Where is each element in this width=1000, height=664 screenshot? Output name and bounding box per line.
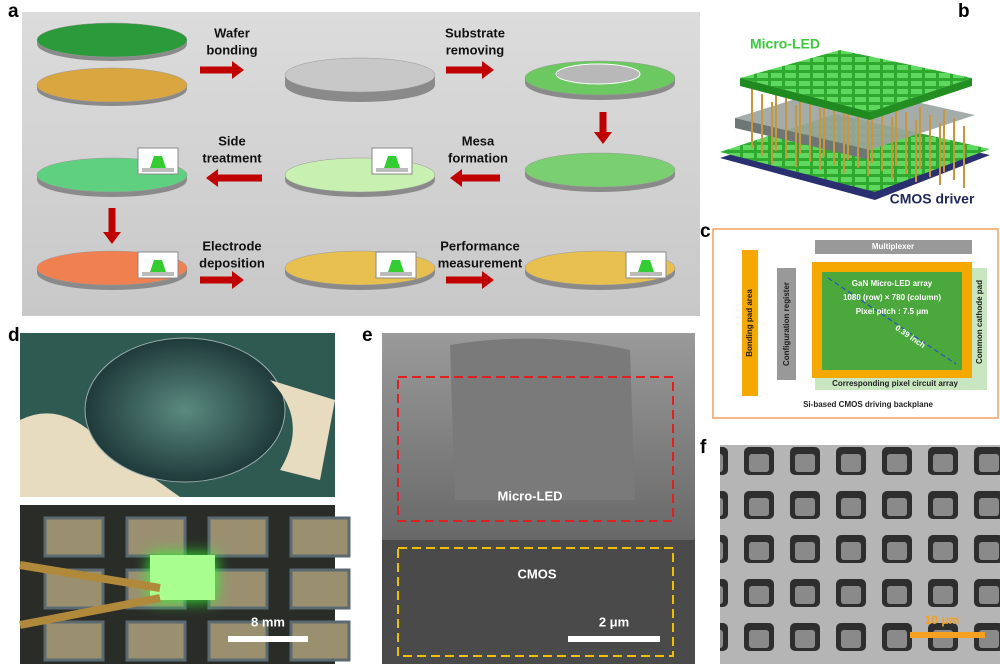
photo-hand	[270, 380, 335, 480]
sem-cmos	[382, 540, 695, 664]
scale-label: 2 μm	[599, 614, 629, 629]
step-label: Wafer	[214, 25, 250, 40]
pad	[125, 516, 187, 558]
probe	[19, 561, 161, 592]
arrow-head	[482, 61, 494, 79]
arrow-head	[594, 132, 612, 144]
step-label: deposition	[199, 255, 265, 270]
arrow-head	[206, 169, 218, 187]
pad	[207, 568, 269, 610]
step-label: formation	[448, 150, 508, 165]
block	[815, 240, 972, 254]
region-label: Micro-LED	[498, 488, 563, 503]
block-label: Common cathode pad	[975, 280, 984, 364]
inset-mesa	[388, 260, 404, 272]
panel-label: f	[700, 437, 707, 458]
region-label: CMOS	[518, 566, 557, 581]
arrow-head	[482, 271, 494, 289]
block-label: Configuration register	[782, 282, 791, 366]
wafer	[36, 22, 188, 58]
block-label: Corresponding pixel circuit array	[832, 379, 958, 388]
block	[822, 272, 962, 370]
block	[742, 250, 758, 396]
emitting-led	[150, 555, 215, 600]
photo-hand	[20, 413, 180, 497]
step-label: removing	[446, 42, 505, 57]
block-label: GaN Micro-LED array	[852, 279, 933, 288]
step-label: Mesa	[462, 133, 495, 148]
layer-label: Micro-LED	[750, 36, 820, 52]
sem-image	[720, 445, 1000, 664]
pad	[43, 516, 105, 558]
scale-bar	[568, 636, 660, 642]
step-label: Performance	[440, 238, 519, 253]
scale-bar	[910, 632, 985, 638]
block-label: Pixel pitch : 7.5 μm	[856, 307, 928, 316]
pad	[43, 620, 105, 662]
inset-base	[630, 272, 662, 276]
step-label: treatment	[202, 150, 262, 165]
step-label: Substrate	[445, 25, 505, 40]
panel-label: b	[958, 1, 970, 22]
wafer-residue	[555, 63, 641, 85]
block-label: 1080 (row) × 780 (column)	[843, 293, 941, 302]
inset-base	[142, 168, 174, 172]
arrow-head	[450, 169, 462, 187]
scale-bar	[228, 636, 308, 642]
panel-label: a	[8, 1, 19, 22]
scale-label: 8 mm	[251, 614, 285, 629]
pad	[289, 568, 351, 610]
inset-mesa	[638, 260, 654, 272]
pad	[207, 516, 269, 558]
block	[777, 268, 796, 380]
wafer	[284, 57, 436, 93]
scale-label: 10 μm	[925, 613, 960, 627]
sem-pillar	[450, 338, 635, 500]
inset-mesa	[150, 156, 166, 168]
step-label: measurement	[438, 255, 523, 270]
caption: Si-based CMOS driving backplane	[803, 400, 933, 409]
probe	[19, 594, 161, 629]
device-schematic	[720, 50, 990, 200]
inset-base	[380, 272, 412, 276]
region-box	[397, 547, 674, 657]
inset-base	[376, 168, 408, 172]
panel-label: d	[8, 325, 20, 346]
layer-label: CMOS driver	[890, 191, 975, 207]
inset-mesa	[384, 156, 400, 168]
photo-wafer	[84, 337, 286, 483]
wafer	[524, 152, 676, 188]
process-flow	[36, 22, 676, 290]
block-label: Multiplexer	[872, 242, 914, 251]
block-label: Bonding pad area	[745, 289, 754, 357]
arrow-head	[103, 232, 121, 244]
pad	[289, 516, 351, 558]
step-label: Side	[218, 133, 245, 148]
step-label: Electrode	[202, 238, 261, 253]
inset-base	[142, 272, 174, 276]
diagonal	[827, 277, 957, 365]
inset-mesa	[150, 260, 166, 272]
wafer	[36, 67, 188, 103]
pad	[125, 620, 187, 662]
step-label: bonding	[206, 42, 257, 57]
panel-label: e	[362, 325, 373, 346]
panel-label: c	[700, 221, 711, 242]
arrow-head	[232, 271, 244, 289]
arrow-head	[232, 61, 244, 79]
